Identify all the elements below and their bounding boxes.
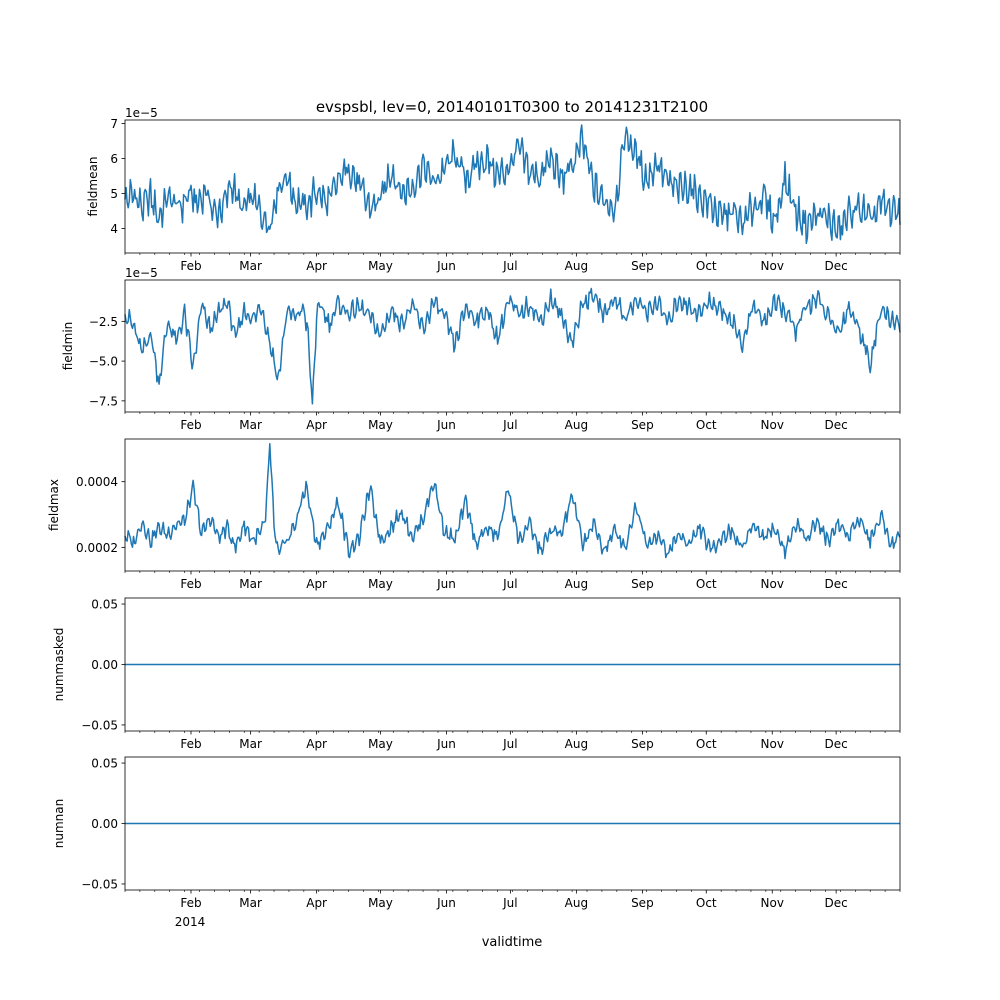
fieldmean-series-line [124, 124, 901, 245]
x-tick-label-nov: Nov [761, 896, 784, 910]
x-tick-label-sep: Sep [631, 418, 654, 432]
x-tick-label-feb: Feb [180, 418, 201, 432]
x-tick-label-dec: Dec [825, 737, 848, 751]
y-tick-label: 0.05 [91, 757, 118, 771]
x-tick-label-apr: Apr [306, 577, 327, 591]
y-tick-label: 0.0002 [76, 541, 118, 555]
y-tick-label: 0.0004 [76, 475, 118, 489]
x-tick-label-feb: Feb [180, 896, 201, 910]
x-tick-label-jul: Jul [502, 896, 517, 910]
y-tick-label: 5 [110, 187, 118, 201]
x-tick-label-mar: Mar [239, 577, 262, 591]
x-tick-label-jun: Jun [436, 896, 456, 910]
fieldmean-panel: 4 5 6 7 fieldmean 1e−5 Feb Mar Apr May Jun Jul Aug Se… [86, 106, 901, 273]
x-tick-label-may: May [368, 577, 393, 591]
x-tick-label-dec: Dec [825, 259, 848, 273]
x-axis-label: validtime [482, 935, 543, 950]
x-tick-label-jun: Jun [436, 577, 456, 591]
x-tick-label-apr: Apr [306, 896, 327, 910]
x-tick-label-sep: Sep [631, 577, 654, 591]
x-tick-label-jul: Jul [502, 259, 517, 273]
x-tick-label-apr: Apr [306, 259, 327, 273]
chart-title: evspsbl, lev=0, 20140101T0300 to 2014123… [316, 98, 708, 116]
x-tick-label-aug: Aug [565, 577, 588, 591]
y-tick-label: 7 [110, 117, 118, 131]
x-tick-label-oct: Oct [696, 737, 717, 751]
fieldmin-series-line [124, 287, 901, 405]
y-tick-label: −2.5 [89, 315, 118, 329]
y-tick-label: −0.05 [81, 877, 118, 891]
x-tick-label-dec: Dec [825, 418, 848, 432]
x-tick-label-jul: Jul [502, 737, 517, 751]
x-tick-label-sep: Sep [631, 259, 654, 273]
x-tick-label-dec: Dec [825, 577, 848, 591]
x-tick-label-nov: Nov [761, 737, 784, 751]
x-tick-label-oct: Oct [696, 577, 717, 591]
x-tick-label-aug: Aug [565, 737, 588, 751]
x-tick-label-jun: Jun [436, 259, 456, 273]
x-tick-label-apr: Apr [306, 737, 327, 751]
y-offset-text: 1e−5 [125, 106, 158, 120]
y-tick-label: 0.00 [91, 817, 118, 831]
x-tick-label-oct: Oct [696, 896, 717, 910]
x-tick-label-may: May [368, 737, 393, 751]
x-tick-label-may: May [368, 418, 393, 432]
fieldmin-panel: −7.5 −5.0 −2.5 fieldmin 1e−5 Feb Mar Apr May Jun J… [61, 266, 901, 432]
x-tick-label-nov: Nov [761, 577, 784, 591]
y-axis-label: fieldmean [86, 157, 100, 217]
x-tick-label-mar: Mar [239, 259, 262, 273]
y-tick-label: 4 [110, 222, 118, 236]
x-tick-label-sep: Sep [631, 737, 654, 751]
x-tick-label-aug: Aug [565, 259, 588, 273]
y-axis-label: numnan [52, 799, 66, 848]
x-tick-label-mar: Mar [239, 896, 262, 910]
x-tick-label-apr: Apr [306, 418, 327, 432]
y-tick-label: 6 [110, 152, 118, 166]
x-tick-label-nov: Nov [761, 418, 784, 432]
y-offset-text: 1e−5 [125, 266, 158, 280]
y-axis-label: fieldmax [47, 479, 61, 531]
x-tick-label-sep: Sep [631, 896, 654, 910]
numnan-panel: −0.05 0.00 0.05 numnan Feb Mar Apr May Jun Jul Aug… [52, 757, 901, 910]
y-tick-label: 0.05 [91, 598, 118, 612]
x-tick-label-oct: Oct [696, 418, 717, 432]
y-tick-label: −5.0 [89, 355, 118, 369]
x-tick-label-jun: Jun [436, 418, 456, 432]
x-tick-label-feb: Feb [180, 259, 201, 273]
fieldmax-series-line [124, 442, 901, 560]
x-tick-label-aug: Aug [565, 896, 588, 910]
x-tick-label-jul: Jul [502, 577, 517, 591]
x-tick-label-mar: Mar [239, 737, 262, 751]
x-tick-label-aug: Aug [565, 418, 588, 432]
y-axis-label: fieldmin [61, 322, 75, 371]
y-tick-label: −0.05 [81, 718, 118, 732]
nummasked-panel: −0.05 0.00 0.05 nummasked Feb Mar Apr May Jun Jul… [52, 598, 901, 751]
x-tick-label-oct: Oct [696, 259, 717, 273]
x-tick-label-jul: Jul [502, 418, 517, 432]
y-tick-label: 0.00 [91, 658, 118, 672]
x-tick-label-may: May [368, 896, 393, 910]
x-tick-label-feb: Feb [180, 577, 201, 591]
y-tick-label: −7.5 [89, 394, 118, 408]
x-tick-label-mar: Mar [239, 418, 262, 432]
x-tick-label-may: May [368, 259, 393, 273]
year-label: 2014 [175, 915, 206, 929]
y-axis-label: nummasked [52, 628, 66, 702]
x-tick-label-feb: Feb [180, 737, 201, 751]
x-tick-label-nov: Nov [761, 259, 784, 273]
x-tick-label-dec: Dec [825, 896, 848, 910]
fieldmax-panel: 0.0002 0.0004 fieldmax Feb Mar Apr May Jun Jul Au… [47, 438, 901, 591]
x-tick-label-jun: Jun [436, 737, 456, 751]
